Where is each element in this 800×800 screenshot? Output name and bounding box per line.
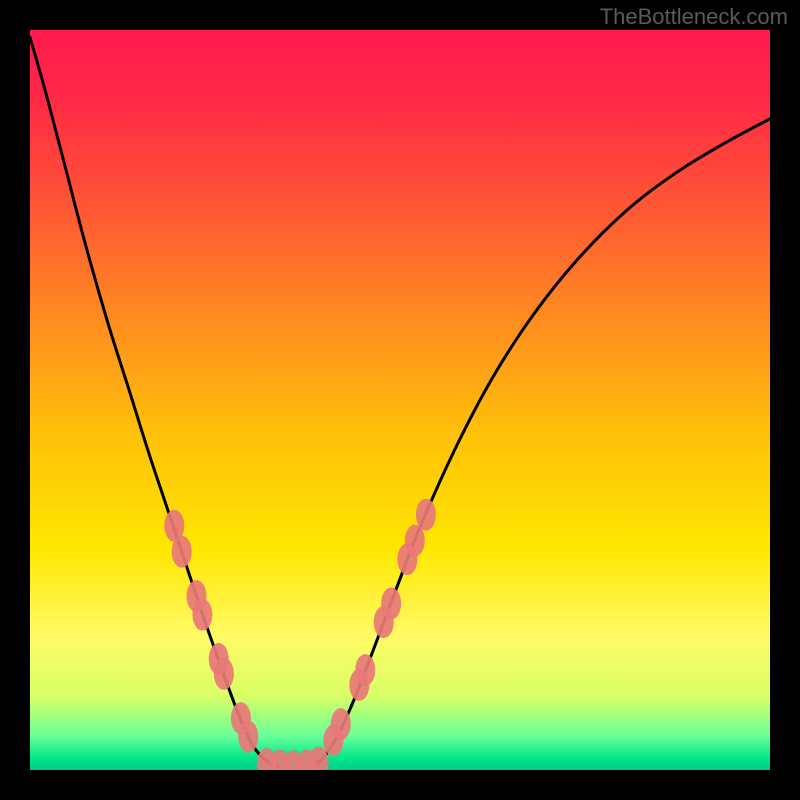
watermark-text: TheBottleneck.com xyxy=(600,4,788,30)
data-marker xyxy=(214,658,234,690)
data-marker xyxy=(405,525,425,557)
curve-right-branch xyxy=(311,119,770,767)
curve-left-branch xyxy=(30,37,278,766)
data-marker xyxy=(172,536,192,568)
data-marker xyxy=(192,599,212,631)
data-marker xyxy=(355,654,375,686)
data-marker xyxy=(238,721,258,753)
bottleneck-chart xyxy=(30,30,770,770)
curve-overlay xyxy=(30,30,770,770)
data-marker xyxy=(331,708,351,740)
data-marker xyxy=(416,499,436,531)
data-marker xyxy=(381,588,401,620)
